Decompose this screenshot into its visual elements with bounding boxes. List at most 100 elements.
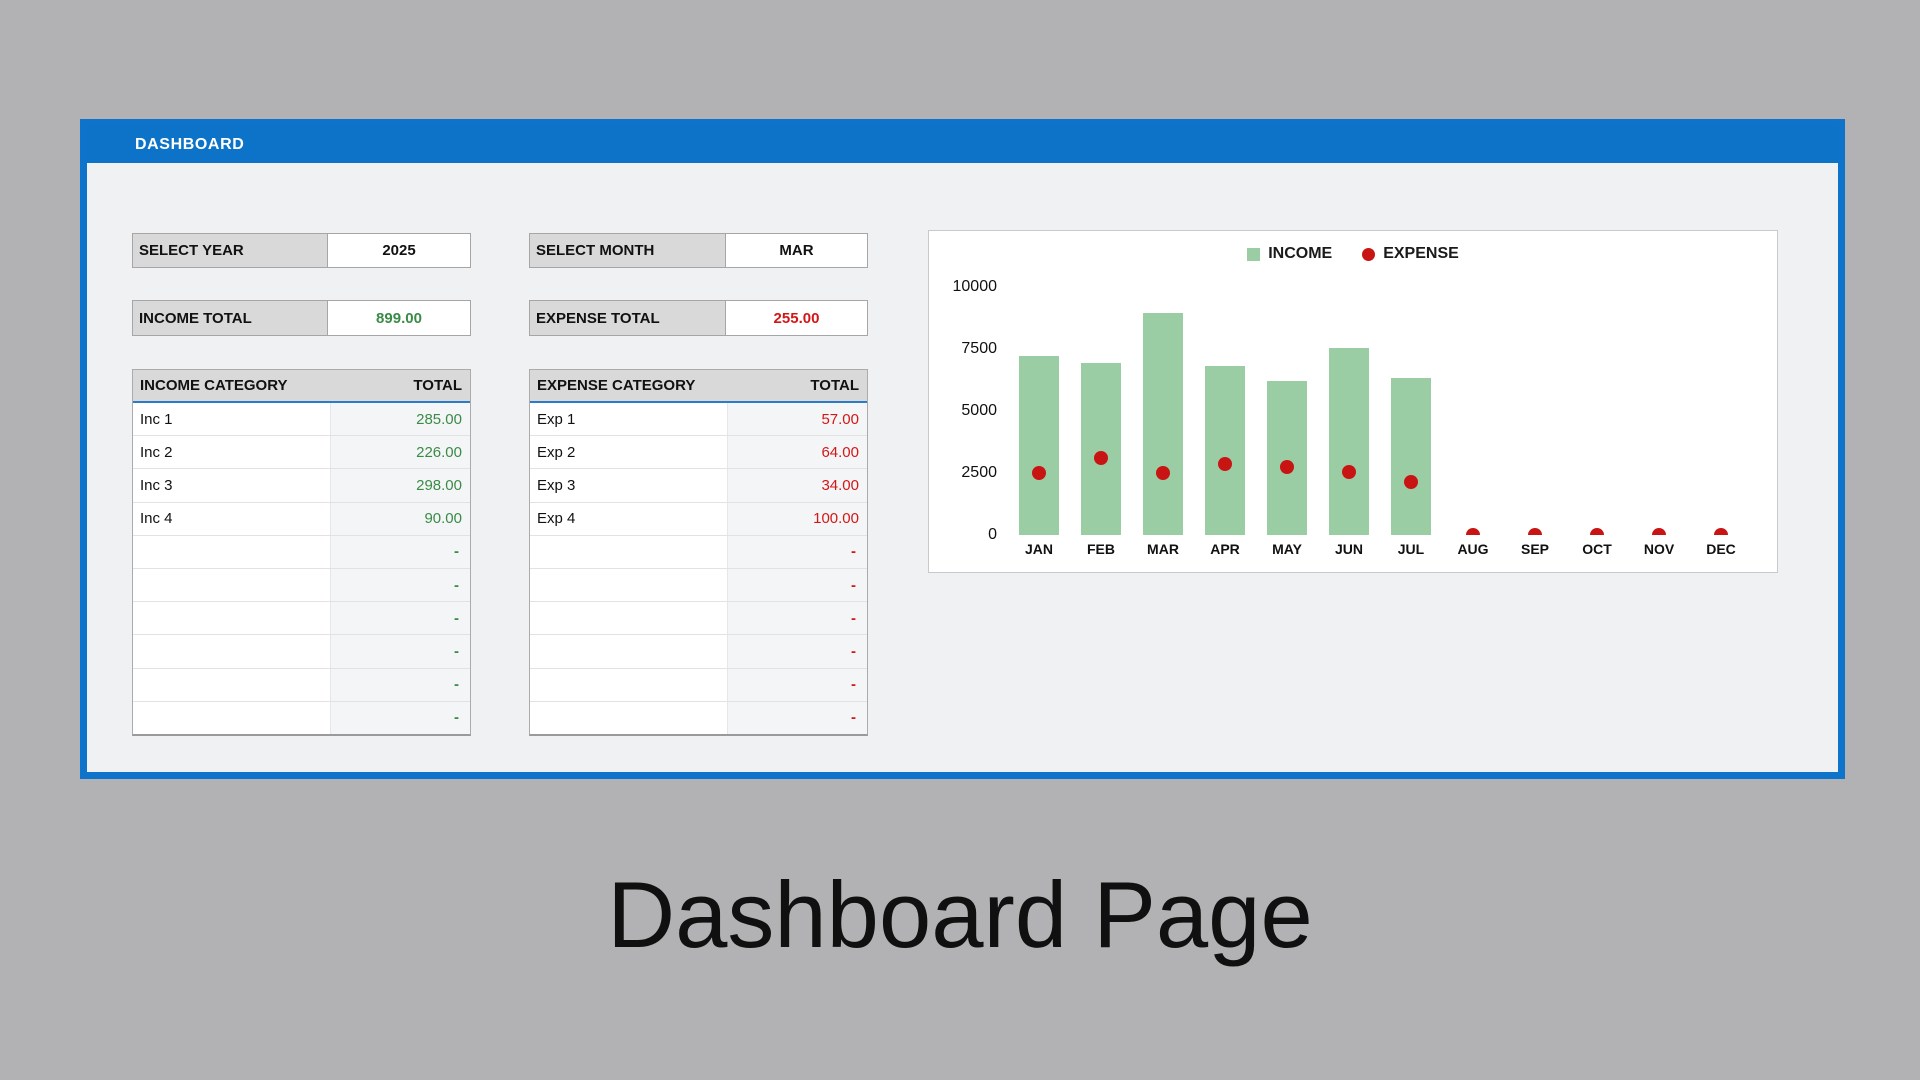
y-axis-tick-label: 10000 bbox=[952, 278, 998, 295]
category-cell bbox=[530, 535, 727, 569]
x-axis-month-label: NOV bbox=[1643, 541, 1675, 557]
table-row: - bbox=[530, 568, 867, 602]
chart-month-slot bbox=[1380, 287, 1442, 535]
table-row: - bbox=[133, 568, 470, 602]
chart-month-slot bbox=[1566, 287, 1628, 535]
table-row: Inc 2 226.00 bbox=[133, 435, 470, 469]
category-cell bbox=[133, 668, 330, 701]
chart-month-slot bbox=[1070, 287, 1132, 535]
table-row: - bbox=[530, 634, 867, 668]
x-axis-month-label: MAY bbox=[1272, 541, 1302, 557]
legend-item-income: INCOME bbox=[1247, 245, 1332, 263]
table-row: Inc 3 298.00 bbox=[133, 468, 470, 502]
table-row: - bbox=[133, 601, 470, 635]
category-cell: Inc 3 bbox=[133, 469, 330, 502]
y-axis-tick-label: 2500 bbox=[961, 464, 997, 481]
expense-dot bbox=[1094, 451, 1108, 466]
total-cell: - bbox=[330, 602, 470, 635]
table-row: - bbox=[133, 667, 470, 701]
chart-month-slot bbox=[1132, 287, 1194, 535]
table-row: - bbox=[530, 601, 867, 635]
expense-dot bbox=[1652, 528, 1666, 535]
total-cell: - bbox=[727, 668, 867, 701]
x-axis-month-label: OCT bbox=[1582, 541, 1612, 557]
total-cell: - bbox=[727, 535, 867, 569]
table-row: - bbox=[530, 700, 867, 735]
table-row: Exp 3 34.00 bbox=[530, 468, 867, 502]
x-axis-month-label: JUL bbox=[1397, 541, 1425, 557]
select-month-row: SELECT MONTH MAR bbox=[529, 233, 868, 268]
dashboard-header-bar: DASHBOARD bbox=[87, 126, 1838, 163]
expense-dot bbox=[1280, 459, 1294, 474]
expense-dot bbox=[1218, 457, 1232, 472]
income-total-row: INCOME TOTAL 899.00 bbox=[132, 300, 471, 336]
select-month-label: SELECT MONTH bbox=[529, 233, 726, 268]
income-bar bbox=[1391, 377, 1431, 535]
expense-category-column-header: EXPENSE CATEGORY bbox=[537, 377, 696, 394]
income-category-column-header: INCOME CATEGORY bbox=[140, 377, 288, 394]
dashboard-title: DASHBOARD bbox=[135, 135, 245, 153]
total-cell: 285.00 bbox=[330, 403, 470, 436]
x-axis-month-label: SEP bbox=[1520, 541, 1549, 557]
income-bar bbox=[1081, 362, 1121, 535]
expense-dot bbox=[1342, 464, 1356, 479]
select-year-row: SELECT YEAR 2025 bbox=[132, 233, 471, 268]
total-cell: 34.00 bbox=[727, 469, 867, 502]
legend-income-label: INCOME bbox=[1268, 245, 1333, 262]
category-cell bbox=[133, 569, 330, 602]
expense-dot bbox=[1032, 466, 1046, 480]
x-axis-month-label: DEC bbox=[1706, 541, 1736, 557]
category-cell: Exp 3 bbox=[530, 469, 727, 502]
total-cell: - bbox=[330, 668, 470, 701]
page-caption: Dashboard Page bbox=[607, 862, 1313, 967]
chart-month-slot bbox=[1194, 287, 1256, 535]
category-cell bbox=[530, 668, 727, 701]
x-axis-month-label: APR bbox=[1210, 541, 1240, 557]
chart-x-axis: JAN FEB MAR APR MAY JUN JUL AUG SEP OCT NOV DEC bbox=[1008, 541, 1752, 557]
category-cell: Exp 1 bbox=[530, 403, 727, 436]
total-cell: - bbox=[727, 635, 867, 668]
total-cell: - bbox=[330, 569, 470, 602]
expense-total-value: 255.00 bbox=[726, 300, 868, 336]
table-row: - bbox=[133, 700, 470, 735]
income-bar bbox=[1267, 381, 1307, 535]
category-cell: Exp 4 bbox=[530, 502, 727, 535]
table-row: Exp 1 57.00 bbox=[530, 403, 867, 436]
x-axis-month-label: AUG bbox=[1457, 541, 1489, 557]
chart-y-axis: 10000 7500 5000 2500 0 bbox=[929, 231, 998, 572]
chart-month-slot bbox=[1318, 287, 1380, 535]
x-axis-month-label: JAN bbox=[1024, 541, 1053, 557]
expense-table-body: Exp 1 57.00 Exp 2 64.00 Exp 3 34.00 Exp 4 100.0… bbox=[530, 403, 867, 735]
expense-total-row: EXPENSE TOTAL 255.00 bbox=[529, 300, 868, 336]
table-row: Inc 1 285.00 bbox=[133, 403, 470, 436]
expense-dot bbox=[1466, 528, 1480, 535]
x-axis-month-label: MAR bbox=[1147, 541, 1179, 557]
select-year-value[interactable]: 2025 bbox=[328, 233, 471, 268]
chart-legend: INCOME EXPENSE bbox=[929, 245, 1777, 263]
expense-dot bbox=[1404, 474, 1418, 489]
income-total-value: 899.00 bbox=[328, 300, 471, 336]
y-axis-tick-label: 5000 bbox=[961, 402, 997, 419]
income-swatch-icon bbox=[1247, 247, 1261, 261]
legend-item-expense: EXPENSE bbox=[1362, 245, 1459, 263]
table-row: - bbox=[530, 534, 867, 569]
category-cell bbox=[530, 602, 727, 635]
category-cell bbox=[530, 635, 727, 668]
category-cell bbox=[530, 701, 727, 735]
income-bar bbox=[1329, 347, 1369, 535]
select-month-value[interactable]: MAR bbox=[726, 233, 868, 268]
table-row: Inc 4 90.00 bbox=[133, 501, 470, 535]
expense-dot bbox=[1528, 528, 1542, 535]
legend-expense-label: EXPENSE bbox=[1383, 245, 1459, 262]
expense-dot-icon bbox=[1362, 247, 1376, 261]
expense-category-table: EXPENSE CATEGORY TOTAL Exp 1 57.00 Exp 2 64… bbox=[529, 369, 868, 736]
chart-month-slot bbox=[1442, 287, 1504, 535]
y-axis-tick-label: 0 bbox=[988, 526, 997, 543]
income-bar bbox=[1143, 313, 1183, 535]
select-year-label: SELECT YEAR bbox=[132, 233, 328, 268]
table-row: - bbox=[133, 534, 470, 569]
x-axis-month-label: JUN bbox=[1334, 541, 1363, 557]
expense-table-header: EXPENSE CATEGORY TOTAL bbox=[530, 370, 867, 403]
income-total-column-header: TOTAL bbox=[413, 377, 462, 394]
total-cell: - bbox=[727, 569, 867, 602]
